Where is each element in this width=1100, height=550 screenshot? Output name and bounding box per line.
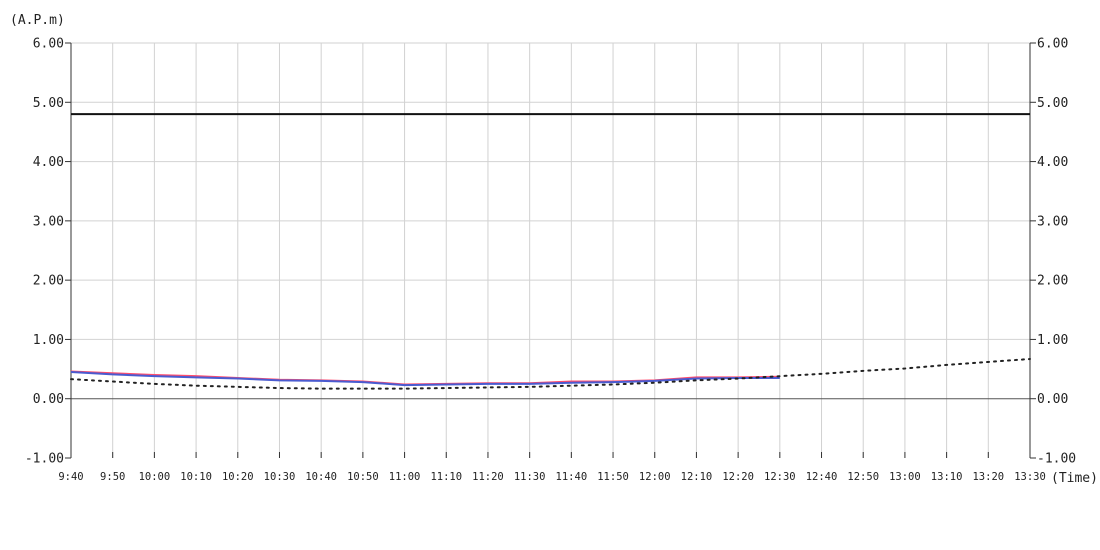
y-tick-label-right: 3.00 — [1037, 214, 1068, 229]
y-tick-label-right: 0.00 — [1037, 392, 1068, 407]
y-tick-label-left: 0.00 — [33, 392, 64, 407]
x-tick-label: 10:40 — [305, 471, 337, 483]
x-tick-label: 10:10 — [180, 471, 212, 483]
x-tick-label: 10:20 — [222, 471, 254, 483]
y-tick-label-right: -1.00 — [1037, 452, 1076, 467]
x-tick-label: 10:50 — [347, 471, 379, 483]
y-tick-label-left: 6.00 — [33, 37, 64, 52]
x-tick-label: 12:30 — [764, 471, 796, 483]
x-tick-label: 11:40 — [556, 471, 588, 483]
x-tick-label: 10:30 — [264, 471, 296, 483]
y-tick-label-right: 1.00 — [1037, 333, 1068, 348]
x-tick-label: 13:30 — [1014, 471, 1046, 483]
y-tick-label-left: 4.00 — [33, 155, 64, 170]
x-tick-label: 12:10 — [681, 471, 713, 483]
y-tick-label-left: 1.00 — [33, 333, 64, 348]
x-tick-label: 10:00 — [139, 471, 171, 483]
series-line-dotted — [70, 357, 1031, 390]
y-tick-label-right: 6.00 — [1037, 37, 1068, 52]
x-tick-label: 11:00 — [389, 471, 421, 483]
series-line — [70, 371, 780, 387]
x-tick-label: 11:10 — [430, 471, 462, 483]
x-tick-label: 11:30 — [514, 471, 546, 483]
tick-labels: 9:40 9:50 10:00 10:10 10:20 10:30 10:40 10:50 11… — [25, 37, 1076, 484]
x-tick-label: 13:10 — [931, 471, 963, 483]
x-tick-label: 12:20 — [722, 471, 754, 483]
x-tick-label: 12:40 — [806, 471, 838, 483]
x-tick-label: 11:20 — [472, 471, 504, 483]
x-tick-label: 11:50 — [597, 471, 629, 483]
grid — [71, 42, 1030, 458]
x-tick-label: 13:20 — [972, 471, 1004, 483]
y-tick-label-left: 3.00 — [33, 214, 64, 229]
y-tick-label-right: 5.00 — [1037, 96, 1068, 111]
y-tick-label-left: 5.00 — [33, 96, 64, 111]
x-tick-label: 12:00 — [639, 471, 671, 483]
y-tick-label-right: 4.00 — [1037, 155, 1068, 170]
y-tick-label-left: -1.00 — [25, 452, 64, 467]
series-group — [70, 113, 1031, 390]
x-axis-label: (Time) — [1051, 471, 1098, 486]
x-tick-label: 13:00 — [889, 471, 921, 483]
x-tick-label: 9:40 — [58, 471, 83, 483]
axes — [65, 42, 1036, 459]
y-tick-label-right: 2.00 — [1037, 274, 1068, 289]
y-axis-label: (A.P.m) — [10, 13, 65, 28]
y-tick-label-left: 2.00 — [33, 274, 64, 289]
x-tick-label: 12:50 — [847, 471, 879, 483]
x-tick-label: 9:50 — [100, 471, 125, 483]
